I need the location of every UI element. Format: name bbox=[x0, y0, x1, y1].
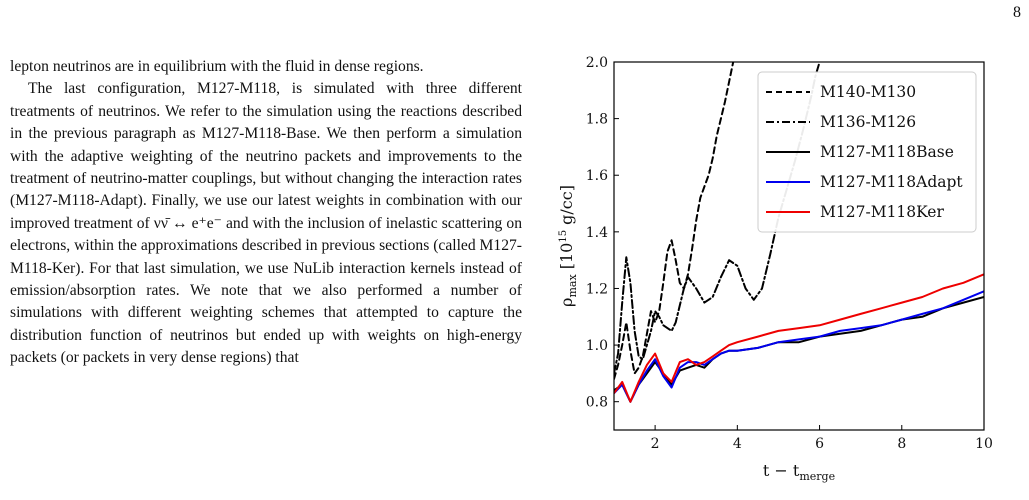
y-tick-label: 1.2 bbox=[586, 281, 608, 297]
legend: M140-M130 M136-M126 M127-M118Base M127-M118… bbox=[757, 71, 977, 233]
y-tick-label: 2.0 bbox=[586, 55, 608, 71]
body-text-column: lepton neutrinos are in equilibrium with… bbox=[10, 56, 522, 370]
density-chart: 2 4 6 8 10 0.8 1.0 1.2 1.4 1.6 1.8 2.0 t − tmerge ρ… bbox=[557, 55, 993, 483]
legend-label-4: M127-M118Ker bbox=[820, 203, 944, 221]
y-tick-label: 1.0 bbox=[586, 338, 608, 354]
paragraph-2: The last configuration, M127-M118, is si… bbox=[10, 80, 522, 367]
legend-label-2: M127-M118Base bbox=[820, 143, 954, 161]
y-axis-title: ρmax [1015 g/cc] bbox=[557, 185, 579, 307]
x-tick-label: 10 bbox=[975, 436, 993, 452]
legend-label-1: M136-M126 bbox=[820, 113, 916, 131]
y-tick-label: 1.4 bbox=[586, 225, 608, 241]
y-tick-label: 1.6 bbox=[586, 168, 608, 184]
legend-box bbox=[757, 71, 977, 233]
paragraph-1: lepton neutrinos are in equilibrium with… bbox=[10, 58, 424, 75]
page-number: 8 bbox=[1013, 4, 1021, 21]
x-tick-label: 6 bbox=[815, 436, 824, 452]
legend-label-0: M140-M130 bbox=[820, 83, 916, 101]
x-tick-label: 2 bbox=[651, 436, 660, 452]
series-line-0 bbox=[614, 62, 735, 380]
series-line-1 bbox=[614, 62, 821, 375]
series-line-4 bbox=[614, 273, 984, 403]
plot-frame bbox=[613, 61, 985, 431]
x-tick-label: 4 bbox=[733, 436, 742, 452]
y-tick-label: 0.8 bbox=[586, 395, 608, 411]
x-axis-title: t − tmerge bbox=[763, 461, 835, 483]
legend-label-3: M127-M118Adapt bbox=[820, 173, 963, 191]
x-tick-label: 8 bbox=[897, 436, 906, 452]
density-figure: 2 4 6 8 10 0.8 1.0 1.2 1.4 1.6 1.8 2.0 t − tmerge ρ… bbox=[548, 50, 1008, 500]
y-tick-label: 1.8 bbox=[586, 112, 608, 128]
series-line-3 bbox=[614, 290, 984, 403]
